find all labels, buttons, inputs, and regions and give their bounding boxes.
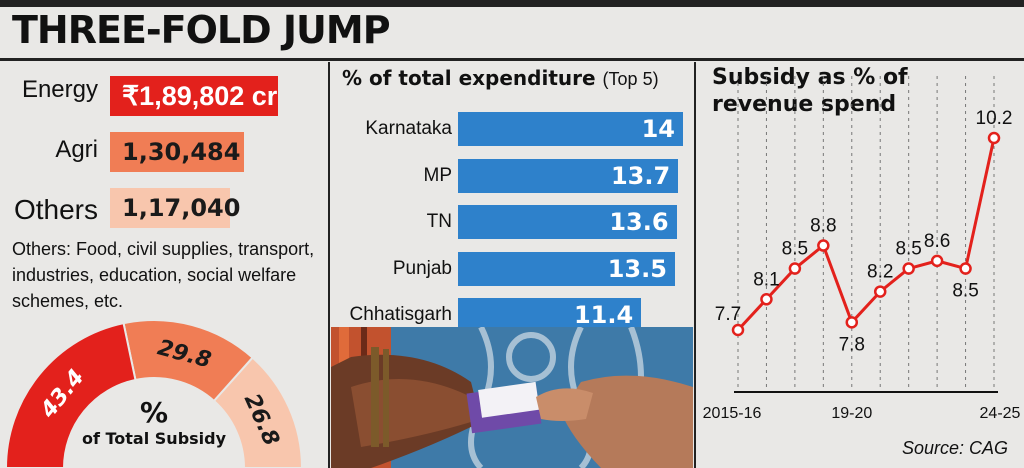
category-value-energy: ₹1,89,802 cr (110, 76, 278, 116)
bar: 14 (458, 112, 683, 146)
bar: 13.5 (458, 251, 675, 286)
data-point (902, 262, 915, 275)
x-tick-label: 24-25 (980, 405, 1021, 422)
donut-center-symbol: % (140, 396, 168, 429)
category-label-energy: Energy (21, 76, 98, 103)
category-label-others: Others (13, 194, 98, 225)
x-tick-label: 2015-16 (703, 405, 762, 422)
bar: 13.6 (458, 205, 677, 239)
data-point (873, 285, 887, 298)
bar-value-label: 13.6 (609, 208, 669, 236)
data-point (817, 239, 830, 252)
bar: 13.7 (458, 158, 679, 193)
column-divider-2 (694, 62, 696, 468)
data-point (987, 131, 1001, 145)
bar-label: Karnataka (365, 118, 452, 139)
data-point (959, 262, 972, 275)
category-value-others: 1,17,040 (110, 188, 240, 228)
bar-chart-title-main: % of total expenditure (342, 66, 596, 90)
data-label: 8.5 (895, 239, 921, 260)
data-label: 8.2 (867, 262, 893, 283)
others-footnote: Others: Food, civil supplies, transport,… (12, 239, 315, 311)
donut-center-label: of Total Subsidy (82, 429, 227, 448)
line-chart-title: Subsidy as % of revenue spend (712, 65, 908, 117)
title-divider (0, 58, 1024, 61)
data-label: 7.8 (839, 334, 865, 355)
bar: 11.4 (458, 298, 642, 332)
data-point (930, 254, 944, 268)
category-value-agri: 1,30,484 (110, 132, 244, 172)
bar-value-label: 14 (641, 115, 675, 143)
data-point (760, 293, 773, 306)
bar-label: TN (426, 211, 452, 232)
bar-chart-title-suffix: (Top 5) (602, 69, 659, 89)
bar-value-label: 13.5 (607, 254, 667, 283)
bar-value-label: 11.4 (573, 301, 634, 329)
data-label: 8.1 (753, 269, 779, 290)
data-label: 8.5 (782, 239, 808, 260)
column-divider-1 (328, 62, 330, 468)
data-label: 10.2 (976, 108, 1013, 129)
data-point (788, 262, 802, 275)
data-point (731, 323, 745, 337)
bar-label: Punjab (392, 257, 452, 279)
bar-chart-title: % of total expenditure (Top 5) (342, 66, 659, 90)
data-point (845, 316, 859, 329)
data-label: 8.8 (810, 216, 836, 237)
donut-slice-agri (122, 319, 254, 403)
donut-chart: % of Total Subsidy 43.429.826.8 (4, 319, 304, 468)
data-label: 8.6 (924, 231, 950, 252)
series-line (736, 137, 996, 332)
bar-label: Chhatisgarh (349, 304, 452, 325)
source-credit: Source: CAG (901, 438, 1008, 458)
page-title: THREE-FOLD JUMP (12, 8, 391, 52)
data-label: 8.5 (952, 281, 978, 302)
x-tick-label: 19-20 (831, 405, 872, 422)
bar-label: MP (423, 164, 453, 186)
bar-value-label: 13.7 (610, 161, 671, 190)
voting-photo (331, 327, 693, 468)
data-label: 7.7 (715, 304, 741, 325)
category-label-agri: Agri (55, 136, 98, 163)
top-rule (0, 0, 1024, 7)
donut-slice-energy (4, 321, 137, 468)
